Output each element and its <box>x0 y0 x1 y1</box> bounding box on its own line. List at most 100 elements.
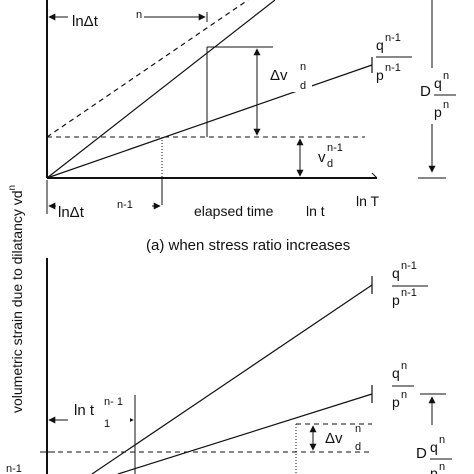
bottom-label-dv: Δv <box>325 430 343 447</box>
svg-text:n-1: n-1 <box>6 463 22 474</box>
svg-text:n: n <box>443 70 449 82</box>
svg-text:d: d <box>300 80 306 92</box>
svg-text:q: q <box>430 439 438 455</box>
y-axis-label-group: volumetric strain due to dilatancy vdn <box>7 185 25 413</box>
top-ratio-Dq: q <box>434 75 442 91</box>
bottom-label-dv-sub: d <box>355 441 361 453</box>
top-ratio-Dq-sup: n <box>443 70 449 82</box>
top-dashed-line-upper <box>46 0 249 138</box>
svg-text:d: d <box>355 441 361 453</box>
svg-text:d: d <box>327 158 333 170</box>
top-label-ln-t: ln t <box>306 203 325 219</box>
svg-text:(a) when stress ratio increase: (a) when stress ratio increases <box>146 237 350 254</box>
svg-text:n: n <box>439 461 445 473</box>
top-label-dv: Δv <box>270 67 288 84</box>
svg-text:ln T: ln T <box>356 193 380 209</box>
svg-text:n: n <box>401 360 407 372</box>
svg-text:v: v <box>318 149 326 166</box>
svg-text:n: n <box>300 61 306 73</box>
svg-text:q: q <box>392 365 400 381</box>
top-panel: lnΔt n lnΔt n-1 Δv n d v n-1 d q n-1 p n… <box>46 0 474 254</box>
svg-text:p: p <box>376 67 384 83</box>
top-shallow-line <box>46 64 373 179</box>
svg-text:1: 1 <box>104 418 110 430</box>
svg-text:n-1: n-1 <box>385 32 401 44</box>
svg-text:q: q <box>376 37 384 53</box>
svg-text:n: n <box>355 423 361 435</box>
bottom-ratio2-p: p <box>392 394 400 410</box>
svg-text:n: n <box>443 99 449 111</box>
top-caption: (a) when stress ratio increases <box>146 237 350 254</box>
top-ratio-Dp-sup: n <box>443 99 449 111</box>
bottom-label-ln-t1: ln t <box>74 402 95 419</box>
svg-text:n-1: n-1 <box>327 142 343 154</box>
svg-text:n-1: n-1 <box>385 62 401 74</box>
bottom-ratio-Dp: p <box>430 465 438 474</box>
svg-text:n-1: n-1 <box>117 199 133 211</box>
bottom-ratio-Dq: q <box>430 439 438 455</box>
svg-text:elapsed time: elapsed time <box>194 203 274 219</box>
top-label-dv-sup: n <box>300 61 306 73</box>
svg-text:n-1: n-1 <box>401 260 417 272</box>
top-label-ln-dt-n1: lnΔt <box>58 204 85 221</box>
top-ratio-q-sup: n-1 <box>385 32 401 44</box>
svg-text:Δv: Δv <box>325 430 343 447</box>
bottom-lower-line <box>117 393 373 474</box>
bottom-panel: ln t n- 1 1 Δv n d q n-1 p n-1 q n p n D… <box>6 258 452 474</box>
bottom-ratio-D: D <box>416 445 427 462</box>
svg-text:n-1: n-1 <box>401 287 417 299</box>
top-label-dv-sub: d <box>300 80 306 92</box>
top-ratio-p-sup: n-1 <box>385 62 401 74</box>
bottom-ratio1-q: q <box>392 265 400 281</box>
svg-text:n: n <box>136 9 142 21</box>
top-label-ln-T: ln T <box>356 193 380 209</box>
top-ratio-D: D <box>420 83 431 100</box>
top-ratio-p: p <box>376 67 384 83</box>
svg-text:volumetric strain due to dilat: volumetric strain due to dilatancy vdn <box>7 185 25 413</box>
top-label-vd-sup: n-1 <box>327 142 343 154</box>
svg-text:n: n <box>401 389 407 401</box>
top-ratio-q: q <box>376 37 384 53</box>
top-label-ln-dt-n: lnΔt <box>72 13 99 30</box>
svg-text:n: n <box>439 434 445 446</box>
y-axis-label: volumetric strain due to dilatancy vd <box>9 190 25 413</box>
bottom-ratio2-q: q <box>392 365 400 381</box>
svg-text:lnΔt: lnΔt <box>72 13 99 30</box>
svg-text:p: p <box>430 465 438 474</box>
svg-text:ln t: ln t <box>306 203 325 219</box>
y-axis-label-sup: n <box>7 185 18 191</box>
bottom-label-ln-t1-sup: n- 1 <box>104 396 123 408</box>
svg-text:ln t: ln t <box>74 402 95 419</box>
bottom-ratio-Dp-sup: n <box>439 461 445 473</box>
svg-text:lnΔt: lnΔt <box>58 204 85 221</box>
bottom-ratio2-q-sup: n <box>401 360 407 372</box>
bottom-ratio1-p: p <box>392 292 400 308</box>
bottom-upper-line <box>91 284 373 474</box>
top-label-ln-dt-n1-sup: n-1 <box>117 199 133 211</box>
top-label-elapsed-time: elapsed time <box>194 203 274 219</box>
bottom-ratio1-p-sup: n-1 <box>401 287 417 299</box>
svg-text:Δv: Δv <box>270 67 288 84</box>
top-steep-line <box>46 0 276 179</box>
svg-text:q: q <box>434 75 442 91</box>
svg-text:q: q <box>392 265 400 281</box>
svg-text:p: p <box>392 394 400 410</box>
bottom-label-v-sup: n-1 <box>6 463 22 474</box>
bottom-ratio-Dq-sup: n <box>439 434 445 446</box>
svg-text:D: D <box>420 83 431 100</box>
top-ratio-Dp: p <box>434 104 442 120</box>
bottom-label-ln-t1-sub: 1 <box>104 418 110 430</box>
svg-text:n- 1: n- 1 <box>104 396 123 408</box>
top-label-ln-dt-n-sup: n <box>136 9 142 21</box>
bottom-ratio2-p-sup: n <box>401 389 407 401</box>
bottom-label-dv-sup: n <box>355 423 361 435</box>
svg-text:D: D <box>416 445 427 462</box>
top-x-axis-end-tick <box>371 172 378 179</box>
top-label-vd-sub: d <box>327 158 333 170</box>
top-label-vd: v <box>318 149 326 166</box>
svg-text:p: p <box>392 292 400 308</box>
svg-text:p: p <box>434 104 442 120</box>
bottom-ratio1-q-sup: n-1 <box>401 260 417 272</box>
